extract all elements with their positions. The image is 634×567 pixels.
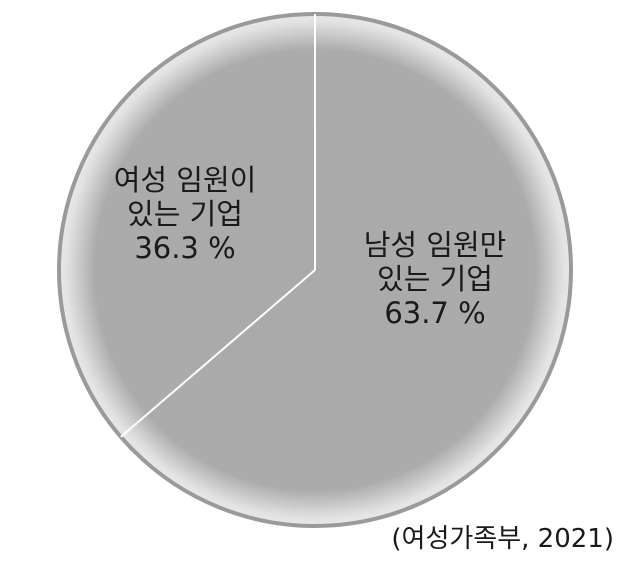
- slice-value-label: 63.7 %: [384, 296, 486, 330]
- slice-label-line: 있는 기업: [377, 262, 493, 296]
- slice-divider: [120, 269, 316, 438]
- slice-label-male-only: 남성 임원만 있는 기업 63.7 %: [340, 228, 530, 330]
- slice-label-line: 있는 기업: [127, 197, 243, 231]
- source-note: (여성가족부, 2021): [391, 524, 614, 554]
- pie-slice-0: [120, 14, 572, 526]
- slice-label-with-female: 여성 임원이 있는 기업 36.3 %: [90, 163, 280, 265]
- slice-label-line: 남성 임원만: [363, 228, 507, 262]
- slice-value-label: 36.3 %: [134, 231, 236, 265]
- slice-label-line: 여성 임원이: [113, 163, 257, 197]
- pie-slice-1: [59, 14, 315, 437]
